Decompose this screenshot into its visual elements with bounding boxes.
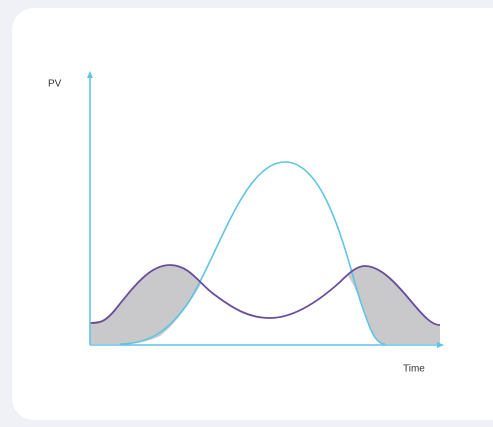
y-axis-arrow [87, 71, 93, 78]
card [12, 8, 493, 420]
purple-curve [89, 264, 441, 326]
shaded-area-left [90, 265, 201, 344]
x-axis-label: Time [403, 364, 425, 375]
x-axis-arrow [437, 342, 444, 348]
shaded-area-right [348, 266, 440, 344]
y-axis-label: PV [48, 79, 62, 90]
blue-curve [119, 161, 386, 345]
